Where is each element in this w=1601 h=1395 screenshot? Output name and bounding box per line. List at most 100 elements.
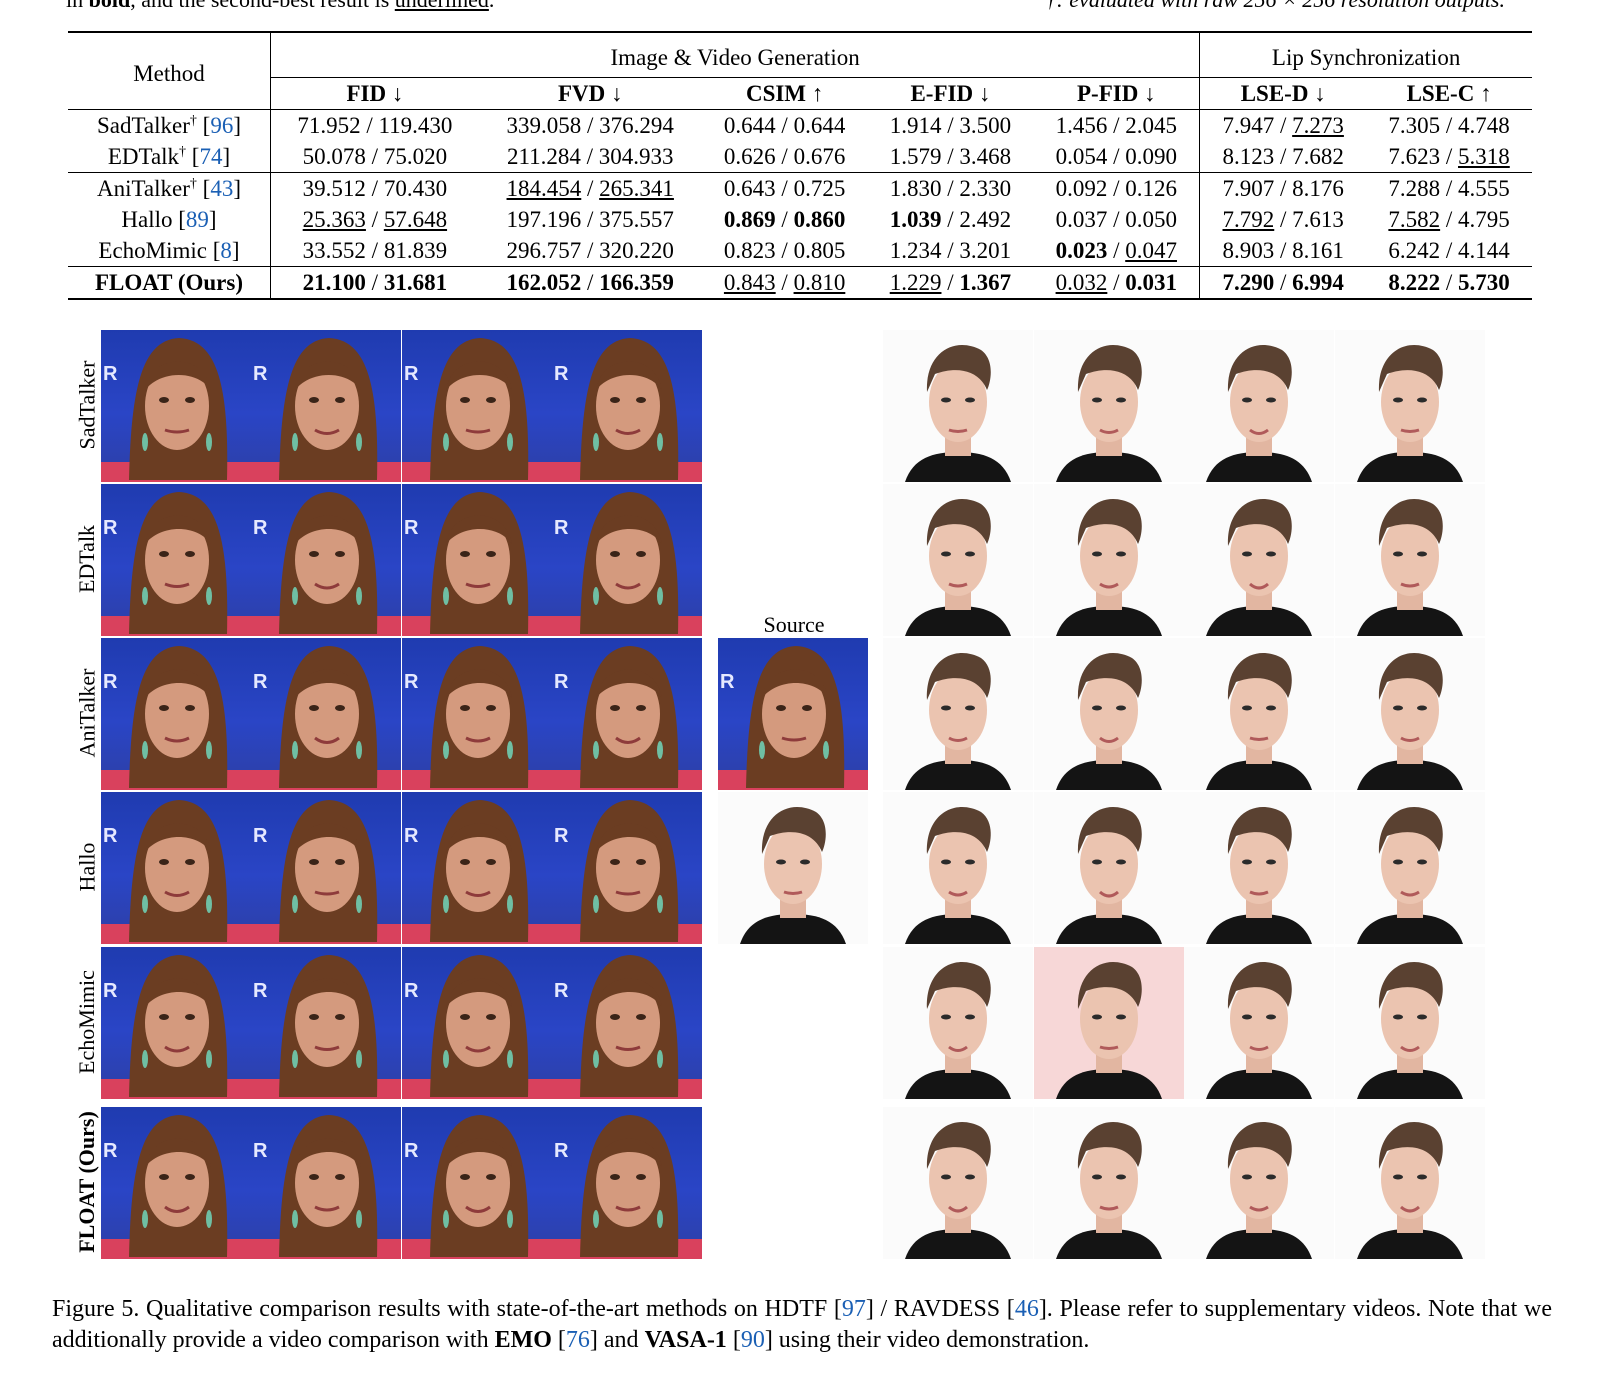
citation-link[interactable]: 46	[1014, 1296, 1039, 1322]
method-name-cell: SadTalker† [96]	[68, 109, 271, 141]
citation-link[interactable]: 8	[220, 237, 232, 263]
method-header: Method	[68, 32, 271, 110]
row-label: AniTalker	[74, 668, 99, 758]
topline-footnote: †: evaluated with raw 256 × 256 resoluti…	[1045, 0, 1505, 12]
caption-text: ]. Please refer to supplementary videos.…	[52, 1296, 1553, 1353]
metric-cell: 71.952 / 119.430	[270, 109, 479, 141]
topline-underlined: underlined	[395, 0, 489, 12]
metric-cell: 25.363 / 57.648	[302, 206, 448, 232]
metric-cell: 197.196 / 375.557	[506, 206, 674, 232]
ravdess-frame-image	[1034, 1107, 1184, 1259]
svg-text:R: R	[103, 825, 118, 847]
top-partial-line: in bold, and the second-best result is u…	[66, 0, 1505, 12]
citation-link[interactable]: 90	[740, 1327, 765, 1353]
citation-link[interactable]: 89	[185, 206, 209, 232]
caption-text: Figure 5. Qualitative comparison results…	[52, 1296, 842, 1322]
svg-text:R: R	[720, 671, 735, 693]
metric-cell: 0.037 / 0.050	[1033, 204, 1201, 235]
method-name: FLOAT (Ours)	[94, 269, 244, 295]
ravdess-frame-image	[1335, 638, 1485, 790]
ravdess-frame-image	[883, 1107, 1033, 1259]
metric-cell: 1.039 / 2.492	[889, 206, 1012, 232]
hdtf-frame-image: R	[101, 947, 251, 1099]
metric-cell: 0.023 / 0.047	[1033, 235, 1201, 267]
metric-cell: 1.579 / 3.468	[889, 143, 1012, 169]
citation-link[interactable]: 43	[210, 175, 234, 201]
method-name-cell: Hallo [89]	[68, 204, 271, 235]
caption-text: ] using their video demonstration.	[764, 1327, 1090, 1353]
hdtf-frame-image: R	[101, 330, 251, 482]
metric-cell: 0.643 / 0.725	[701, 172, 868, 204]
ravdess-frame-image	[1184, 1107, 1334, 1259]
metric-cell: 1.229 / 1.367	[867, 266, 1034, 300]
svg-text:R: R	[554, 980, 569, 1002]
svg-text:R: R	[554, 1140, 569, 1162]
metric-cell: 1.456 / 2.045	[1033, 109, 1201, 141]
ravdess-frame-image	[1335, 330, 1485, 482]
metric-cell: 7.792 / 7.613	[1222, 206, 1344, 232]
table-row: FLOAT (Ours) 21.100 / 31.681 162.052 / 166…	[68, 266, 1532, 300]
svg-text:R: R	[554, 363, 569, 385]
ravdess-frame-image	[1335, 1107, 1485, 1259]
svg-text:R: R	[253, 980, 268, 1002]
citation-link[interactable]: 97	[841, 1296, 866, 1322]
caption-text: ] / RAVDESS [	[865, 1296, 1015, 1322]
hdtf-frame-image: R	[402, 947, 552, 1099]
hdtf-frame-image: R	[101, 484, 251, 636]
metric-cell: 1.914 / 3.500	[867, 109, 1034, 141]
svg-text:R: R	[103, 517, 118, 539]
svg-text:R: R	[253, 1140, 268, 1162]
svg-text:R: R	[404, 363, 419, 385]
citation-link[interactable]: 96	[210, 112, 234, 138]
metric-cell: 8.123 / 7.682	[1222, 143, 1344, 169]
svg-text:R: R	[554, 517, 569, 539]
metric-header: CSIM ↑	[701, 77, 868, 110]
metric-header: FID ↓	[270, 77, 479, 110]
metric-cell: 7.947 / 7.273	[1199, 109, 1367, 141]
ravdess-frame-image	[883, 484, 1033, 636]
hdtf-frame-image: R	[101, 638, 251, 790]
topline-prefix: in	[66, 0, 89, 12]
metric-header: P-FID ↓	[1033, 77, 1201, 110]
citation-link[interactable]: 74	[199, 143, 223, 169]
metric-cell: 21.100 / 31.681	[270, 266, 479, 300]
ravdess-frame-image	[1034, 947, 1184, 1099]
ravdess-frame-image	[1335, 792, 1485, 944]
row-label: SadTalker	[74, 360, 99, 450]
ravdess-frame-image	[1184, 638, 1334, 790]
ravdess-frame-image	[883, 638, 1033, 790]
metric-cell: 6.242 / 4.144	[1388, 237, 1510, 263]
metric-cell: 296.757 / 320.220	[506, 237, 674, 263]
method-name: SadTalker	[96, 112, 190, 138]
svg-text:R: R	[404, 825, 419, 847]
svg-text:R: R	[404, 980, 419, 1002]
hdtf-frame-image: R	[718, 638, 868, 790]
ravdess-frame-image	[1034, 330, 1184, 482]
metric-cell: 0.092 / 0.126	[1033, 172, 1201, 204]
ravdess-frame-image	[1034, 484, 1184, 636]
topline-bold: bold	[89, 0, 131, 12]
table-row: EchoMimic [8] 33.552 / 81.839 296.757 / 32…	[68, 235, 1532, 267]
metric-cell: 7.623 / 5.318	[1388, 143, 1510, 169]
qualitative-figure: Source SadTalker R R R R EDTalk R R R R AniTalker R…	[0, 330, 1601, 1280]
row-label: Hallo	[74, 842, 100, 892]
ravdess-frame-image	[718, 792, 868, 944]
row-label: FLOAT (Ours)	[74, 1111, 99, 1253]
svg-text:R: R	[404, 671, 419, 693]
table-row: Hallo [89] 25.363 / 57.648 197.196 / 375.5…	[68, 204, 1532, 235]
hdtf-frame-image: R	[402, 792, 552, 944]
metric-cell: 7.907 / 8.176	[1199, 172, 1367, 204]
svg-text:R: R	[253, 825, 268, 847]
svg-text:R: R	[253, 363, 268, 385]
ravdess-frame-image	[883, 947, 1033, 1099]
topline-mid: , and the second-best result is	[130, 0, 395, 12]
metric-cell: 8.903 / 8.161	[1222, 237, 1344, 263]
metric-cell: 162.052 / 166.359	[478, 266, 702, 300]
hdtf-frame-image: R	[101, 1107, 251, 1259]
results-table: Method Image & Video Generation Lip Sync…	[68, 31, 1532, 300]
citation-link[interactable]: 76	[565, 1327, 590, 1353]
caption-bold: EMO	[494, 1327, 552, 1353]
table-row: EDTalk† [74] 50.078 / 75.020 211.284 / 304…	[68, 141, 1532, 173]
hdtf-frame-image: R	[552, 792, 702, 944]
row-label: EDTalk	[74, 524, 100, 594]
